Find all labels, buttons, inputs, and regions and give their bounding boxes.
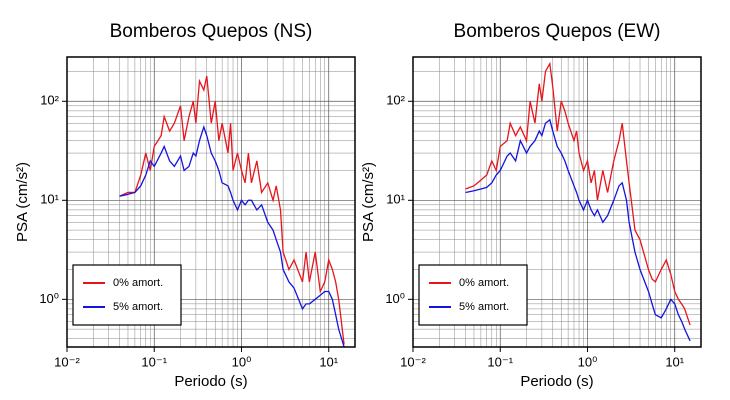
- legend-label: 0% amort.: [459, 277, 509, 289]
- legend-box: [72, 264, 182, 326]
- series-line: [465, 61, 691, 326]
- plot-frame: [66, 56, 356, 348]
- x-axis-label: Periodo (s): [174, 373, 247, 390]
- panel: 10⁻² 10⁻¹ 10⁰ 10¹ 10⁰ 10¹ 10² Bomberos Quepos (…: [14, 21, 356, 390]
- plot-frame: [412, 56, 702, 348]
- series-line: [119, 124, 345, 347]
- y-axis-label: PSA (cm/s²): [14, 162, 31, 242]
- chart-title: Bomberos Quepos (EW): [454, 21, 661, 42]
- chart-title: Bomberos Quepos (NS): [110, 21, 313, 42]
- panel: 10⁻² 10⁻¹ 10⁰ 10¹ 10⁰ 10¹ 10² Bomberos Quepos (…: [360, 21, 702, 390]
- x-tick-label: 10⁻¹: [141, 354, 167, 369]
- legend-label: 5% amort.: [459, 301, 509, 313]
- series-line: [119, 75, 345, 345]
- x-tick-label: 10⁻¹: [487, 354, 513, 369]
- x-tick-label: 10⁰: [578, 354, 598, 369]
- x-tick-label: 10¹: [319, 354, 338, 369]
- legend-label: 0% amort.: [113, 277, 163, 289]
- legend-box: [418, 264, 528, 326]
- x-axis-label: Periodo (s): [520, 373, 593, 390]
- y-tick-label: 10⁰: [385, 291, 405, 306]
- y-tick-label: 10²: [386, 93, 405, 108]
- x-tick-label: 10⁻²: [400, 354, 426, 369]
- x-tick-label: 10⁰: [232, 354, 252, 369]
- x-tick-label: 10⁻²: [54, 354, 80, 369]
- x-tick-label: 10¹: [665, 354, 684, 369]
- y-tick-label: 10¹: [386, 192, 405, 207]
- y-tick-label: 10¹: [40, 192, 59, 207]
- series-line: [465, 118, 691, 342]
- y-tick-label: 10²: [40, 93, 59, 108]
- y-tick-label: 10⁰: [39, 291, 59, 306]
- legend-label: 5% amort.: [113, 301, 163, 313]
- y-axis-label: PSA (cm/s²): [360, 162, 377, 242]
